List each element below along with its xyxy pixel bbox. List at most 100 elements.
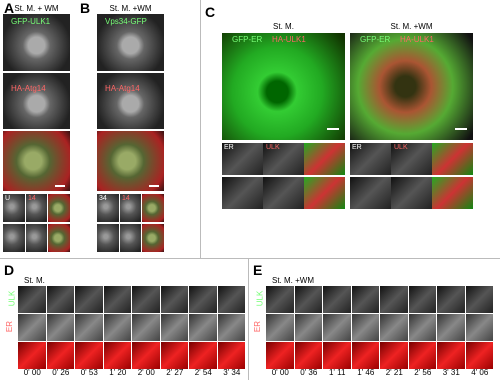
frame: [266, 342, 294, 369]
channel-label: HA-Atg14: [105, 84, 140, 93]
frame: [103, 286, 131, 313]
row-label: ULK: [255, 290, 265, 307]
frame: [18, 314, 46, 341]
frame: [217, 286, 245, 313]
frame: [380, 342, 408, 369]
inset: [25, 224, 47, 252]
frame: [465, 286, 493, 313]
inset: [48, 194, 70, 222]
frame: [380, 314, 408, 341]
frame: [408, 314, 436, 341]
time-label: 0' 26: [52, 368, 70, 377]
frame: [189, 286, 217, 313]
frame: [323, 286, 351, 313]
frame: [437, 314, 465, 341]
inset: [97, 224, 119, 252]
condition: St. M.: [24, 276, 45, 285]
inset: [222, 143, 263, 175]
frame: [18, 342, 46, 369]
frame: [408, 342, 436, 369]
inset: [25, 194, 47, 222]
inset: [304, 143, 345, 175]
time-label: 2' 56: [414, 368, 432, 377]
frame: [160, 286, 188, 313]
frame: [75, 286, 103, 313]
inset: [263, 177, 304, 209]
frame: [160, 342, 188, 369]
frame: [46, 342, 74, 369]
inset: [391, 143, 432, 175]
time-label: 2' 27: [166, 368, 184, 377]
image: [3, 73, 70, 129]
inset-label: 14: [28, 195, 36, 202]
image: [3, 131, 70, 191]
frame: [266, 314, 294, 341]
image: [350, 33, 473, 140]
inset-label: U: [5, 195, 11, 202]
time-label: 2' 54: [194, 368, 212, 377]
panel-letter: D: [4, 262, 15, 278]
inset: [119, 194, 141, 222]
image: [222, 33, 345, 140]
frame: [294, 286, 322, 313]
channel-label: HA-ULK1: [400, 35, 434, 44]
divider: [0, 258, 500, 259]
frame: [465, 342, 493, 369]
inset-label: ER: [352, 144, 362, 151]
inset: [3, 194, 25, 222]
time-label: 0' 53: [80, 368, 98, 377]
frame: [75, 314, 103, 341]
inset-label: ULK: [266, 144, 280, 151]
inset: [432, 177, 473, 209]
inset-label: 34: [99, 195, 107, 202]
scale-bar: [55, 185, 65, 187]
frame: [46, 314, 74, 341]
time-label: 3' 34: [223, 368, 241, 377]
channel-label: Vps34-GFP: [105, 17, 147, 26]
channel-label: GFP-ER: [232, 35, 263, 44]
frame: [408, 286, 436, 313]
frame: [18, 286, 46, 313]
time-label: 2' 00: [137, 368, 155, 377]
time-label: 1' 46: [357, 368, 375, 377]
divider: [248, 258, 249, 380]
inset-label: ER: [224, 144, 234, 151]
frame: [132, 342, 160, 369]
frame: [103, 314, 131, 341]
frame: [380, 286, 408, 313]
scale-bar: [327, 128, 339, 130]
inset: [119, 224, 141, 252]
inset: [48, 224, 70, 252]
image: [97, 14, 164, 71]
time-label: 3' 31: [442, 368, 460, 377]
panel-letter: C: [205, 4, 216, 20]
channel-label: HA-Atg14: [11, 84, 46, 93]
frame: [189, 314, 217, 341]
condition: St. M. +WM: [390, 22, 433, 31]
time-label: 0' 36: [300, 368, 318, 377]
frame: [189, 342, 217, 369]
frame: [132, 314, 160, 341]
inset: [142, 194, 164, 222]
frame: [323, 342, 351, 369]
frame: [437, 286, 465, 313]
image: [3, 14, 70, 71]
channel-label: HA-ULK1: [272, 35, 306, 44]
time-label: 0' 00: [23, 368, 41, 377]
inset: [432, 143, 473, 175]
time-label: 4' 06: [471, 368, 489, 377]
row-label: ER: [5, 320, 15, 333]
condition: St. M. +WM: [109, 4, 152, 13]
frame: [294, 314, 322, 341]
row-label: ULK: [7, 290, 17, 307]
image: [97, 73, 164, 129]
frame: [351, 286, 379, 313]
time-label: 1' 11: [328, 368, 346, 377]
frame: [103, 342, 131, 369]
frame: [46, 286, 74, 313]
frame: [351, 342, 379, 369]
frame: [266, 286, 294, 313]
inset: [391, 177, 432, 209]
condition: St. M. + WM: [14, 4, 59, 13]
time-label: 2' 21: [385, 368, 403, 377]
